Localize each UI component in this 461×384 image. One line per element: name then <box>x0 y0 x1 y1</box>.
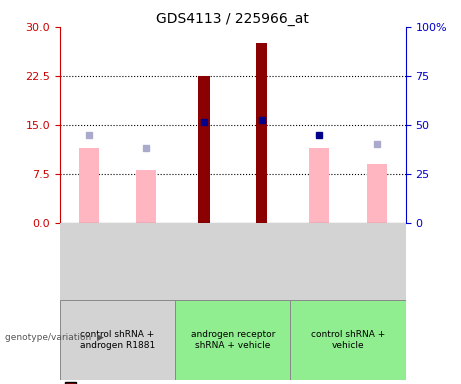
Bar <box>367 164 387 223</box>
Text: GSM558625: GSM558625 <box>372 227 382 286</box>
Text: GSM558629: GSM558629 <box>257 227 266 286</box>
Bar <box>233 223 290 300</box>
Text: GSM558626: GSM558626 <box>84 227 94 286</box>
Bar <box>136 170 156 223</box>
Bar <box>60 223 118 300</box>
Bar <box>290 223 348 300</box>
Text: GSM558627: GSM558627 <box>142 227 151 286</box>
Bar <box>290 300 406 380</box>
Bar <box>175 223 233 300</box>
Bar <box>198 76 210 223</box>
Text: GSM558624: GSM558624 <box>314 227 324 286</box>
Bar <box>60 300 175 380</box>
Text: GSM558628: GSM558628 <box>199 227 209 286</box>
Text: control shRNA +
androgen R1881: control shRNA + androgen R1881 <box>80 330 155 349</box>
Title: GDS4113 / 225966_at: GDS4113 / 225966_at <box>156 12 309 26</box>
Bar <box>79 148 99 223</box>
Text: androgen receptor
shRNA + vehicle: androgen receptor shRNA + vehicle <box>190 330 275 349</box>
Bar <box>175 300 290 380</box>
Text: genotype/variation  ▶: genotype/variation ▶ <box>5 333 103 343</box>
Bar <box>309 148 329 223</box>
Bar <box>256 43 267 223</box>
Text: control shRNA +
vehicle: control shRNA + vehicle <box>311 330 385 349</box>
Bar <box>348 223 406 300</box>
Bar <box>118 223 175 300</box>
